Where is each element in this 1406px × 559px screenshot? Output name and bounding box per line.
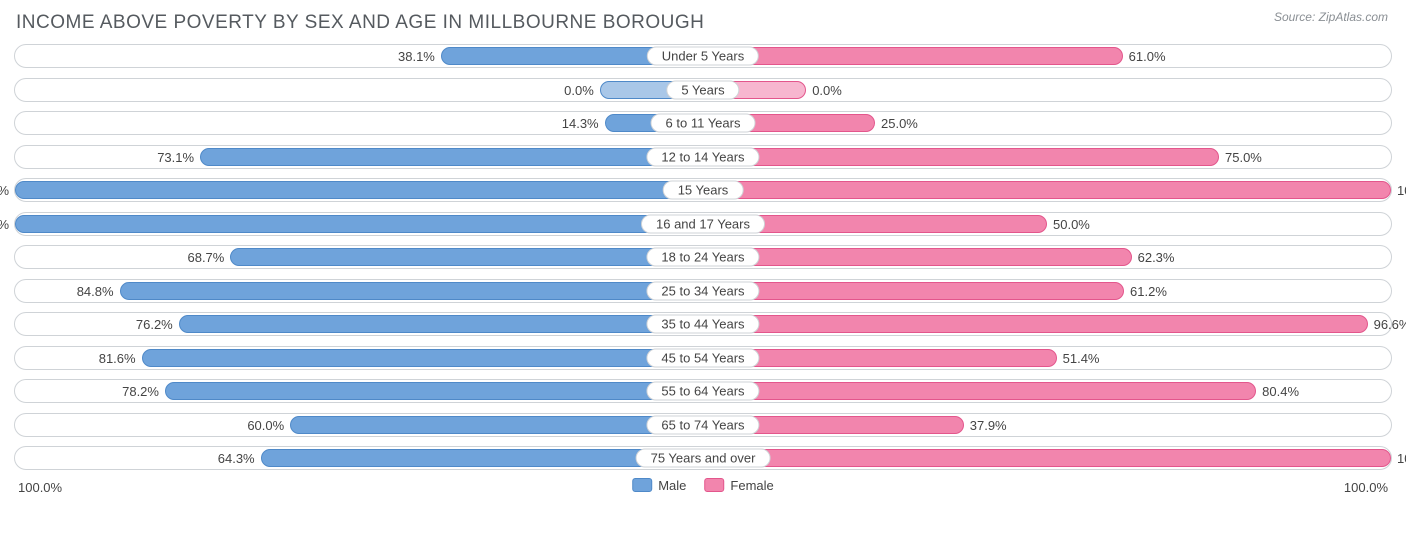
category-label: Under 5 Years <box>647 47 759 66</box>
male-value-label: 100.0% <box>0 179 9 203</box>
male-value-label: 100.0% <box>0 213 9 237</box>
female-value-label: 37.9% <box>970 414 1007 438</box>
chart-container: INCOME ABOVE POVERTY BY SEX AND AGE IN M… <box>0 0 1406 559</box>
legend: Male Female <box>632 478 774 493</box>
legend-male-swatch <box>632 478 652 492</box>
female-value-label: 100.0% <box>1397 447 1406 471</box>
legend-female: Female <box>704 478 773 493</box>
female-bar <box>703 382 1256 400</box>
female-bar <box>703 148 1219 166</box>
category-label: 16 and 17 Years <box>641 214 765 233</box>
row-track: 64.3%100.0%75 Years and over <box>14 446 1392 470</box>
female-value-label: 50.0% <box>1053 213 1090 237</box>
legend-female-label: Female <box>730 478 773 493</box>
axis-row: 100.0% 100.0% Male Female <box>14 478 1392 500</box>
category-label: 6 to 11 Years <box>651 114 756 133</box>
female-bar <box>703 248 1132 266</box>
female-value-label: 100.0% <box>1397 179 1406 203</box>
chart-title: INCOME ABOVE POVERTY BY SEX AND AGE IN M… <box>16 12 1392 34</box>
category-label: 25 to 34 Years <box>646 281 759 300</box>
male-value-label: 84.8% <box>77 280 114 304</box>
row-track: 100.0%50.0%16 and 17 Years <box>14 212 1392 236</box>
axis-left-label: 100.0% <box>18 480 62 495</box>
male-value-label: 68.7% <box>187 246 224 270</box>
male-bar <box>290 416 703 434</box>
female-value-label: 96.6% <box>1374 313 1406 337</box>
male-value-label: 73.1% <box>157 146 194 170</box>
row-track: 100.0%100.0%15 Years <box>14 178 1392 202</box>
male-value-label: 60.0% <box>247 414 284 438</box>
axis-right-label: 100.0% <box>1344 480 1388 495</box>
row-track: 14.3% 25.0% 6 to 11 Years <box>14 111 1392 135</box>
male-bar <box>165 382 703 400</box>
category-label: 75 Years and over <box>636 449 771 468</box>
male-value-label: 81.6% <box>99 347 136 371</box>
female-bar <box>703 449 1391 467</box>
row-track: 73.1% 75.0% 12 to 14 Years <box>14 145 1392 169</box>
category-label: 15 Years <box>663 181 744 200</box>
female-value-label: 0.0% <box>812 79 842 103</box>
category-label: 18 to 24 Years <box>646 248 759 267</box>
legend-male: Male <box>632 478 686 493</box>
category-label: 12 to 14 Years <box>646 147 759 166</box>
female-value-label: 80.4% <box>1262 380 1299 404</box>
female-value-label: 62.3% <box>1138 246 1175 270</box>
male-bar <box>179 315 703 333</box>
male-bar <box>200 148 703 166</box>
category-label: 5 Years <box>666 80 739 99</box>
row-track: 68.7% 62.3% 18 to 24 Years <box>14 245 1392 269</box>
male-bar <box>120 282 703 300</box>
female-value-label: 61.0% <box>1129 45 1166 69</box>
category-label: 55 to 64 Years <box>646 382 759 401</box>
row-track: 76.2%96.6%35 to 44 Years <box>14 312 1392 336</box>
female-bar <box>703 315 1368 333</box>
female-value-label: 51.4% <box>1063 347 1100 371</box>
row-track: 38.1% 61.0% Under 5 Years <box>14 44 1392 68</box>
category-label: 65 to 74 Years <box>646 415 759 434</box>
category-label: 35 to 44 Years <box>646 315 759 334</box>
male-value-label: 78.2% <box>122 380 159 404</box>
female-bar <box>703 282 1124 300</box>
female-bar <box>703 47 1123 65</box>
row-track: 60.0% 37.9% 65 to 74 Years <box>14 413 1392 437</box>
legend-female-swatch <box>704 478 724 492</box>
row-track: 84.8% 61.2% 25 to 34 Years <box>14 279 1392 303</box>
row-track: 78.2% 80.4% 55 to 64 Years <box>14 379 1392 403</box>
female-value-label: 75.0% <box>1225 146 1262 170</box>
female-bar <box>703 181 1391 199</box>
row-track: 81.6% 51.4% 45 to 54 Years <box>14 346 1392 370</box>
male-value-label: 0.0% <box>564 79 594 103</box>
male-bar <box>15 215 703 233</box>
legend-male-label: Male <box>658 478 686 493</box>
row-track: 0.0% 0.0% 5 Years <box>14 78 1392 102</box>
male-bar <box>142 349 703 367</box>
category-label: 45 to 54 Years <box>646 348 759 367</box>
chart-area: 38.1% 61.0% Under 5 Years 0.0% 0.0% 5 Years 14… <box>14 44 1392 470</box>
male-value-label: 38.1% <box>398 45 435 69</box>
source-attribution: Source: ZipAtlas.com <box>1274 10 1388 24</box>
male-value-label: 64.3% <box>218 447 255 471</box>
male-bar <box>15 181 703 199</box>
male-value-label: 76.2% <box>136 313 173 337</box>
female-value-label: 61.2% <box>1130 280 1167 304</box>
female-value-label: 25.0% <box>881 112 918 136</box>
male-bar <box>230 248 703 266</box>
male-value-label: 14.3% <box>562 112 599 136</box>
